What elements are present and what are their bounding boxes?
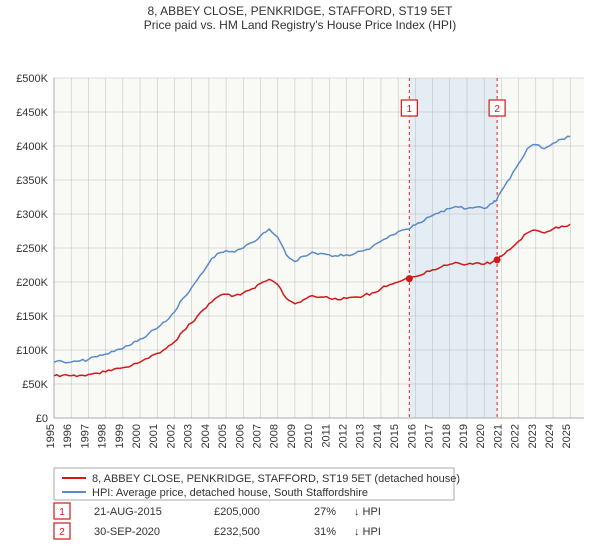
svg-text:£250K: £250K: [16, 243, 48, 255]
svg-text:1999: 1999: [114, 424, 126, 448]
svg-text:2024: 2024: [544, 424, 556, 448]
svg-text:2019: 2019: [458, 424, 470, 448]
svg-text:£200K: £200K: [16, 277, 48, 289]
svg-text:2006: 2006: [234, 424, 246, 448]
svg-text:£50K: £50K: [22, 379, 48, 391]
svg-text:2002: 2002: [165, 424, 177, 448]
svg-text:1997: 1997: [79, 424, 91, 448]
svg-text:£0: £0: [36, 413, 48, 425]
svg-text:2020: 2020: [475, 424, 487, 448]
svg-text:2008: 2008: [269, 424, 281, 448]
annot-pct: 31%: [314, 526, 336, 538]
svg-text:2: 2: [59, 527, 65, 538]
svg-text:2011: 2011: [320, 424, 332, 448]
chart-title-2: Price paid vs. HM Land Registry's House …: [0, 18, 600, 32]
svg-text:£300K: £300K: [16, 209, 48, 221]
chart-title-1: 8, ABBEY CLOSE, PENKRIDGE, STAFFORD, ST1…: [0, 4, 600, 18]
svg-text:1: 1: [407, 104, 413, 115]
svg-text:2013: 2013: [355, 424, 367, 448]
svg-text:1995: 1995: [45, 424, 57, 448]
legend-label: 8, ABBEY CLOSE, PENKRIDGE, STAFFORD, ST1…: [92, 473, 460, 485]
svg-text:2023: 2023: [527, 424, 539, 448]
svg-text:2007: 2007: [251, 424, 263, 448]
svg-text:2005: 2005: [217, 424, 229, 448]
svg-text:£450K: £450K: [16, 107, 48, 119]
svg-text:2025: 2025: [561, 424, 573, 448]
svg-text:2018: 2018: [441, 424, 453, 448]
annot-vs: ↓ HPI: [354, 506, 381, 518]
svg-text:£400K: £400K: [16, 141, 48, 153]
svg-text:2021: 2021: [492, 424, 504, 448]
svg-text:2009: 2009: [286, 424, 298, 448]
svg-text:2004: 2004: [200, 424, 212, 448]
annot-pct: 27%: [314, 506, 336, 518]
svg-text:£150K: £150K: [16, 311, 48, 323]
svg-text:2001: 2001: [148, 424, 160, 448]
svg-text:£500K: £500K: [16, 73, 48, 85]
svg-text:2017: 2017: [424, 424, 436, 448]
annot-price: £205,000: [214, 506, 260, 518]
svg-text:1996: 1996: [62, 424, 74, 448]
svg-text:2014: 2014: [372, 424, 384, 448]
annot-vs: ↓ HPI: [354, 526, 381, 538]
svg-text:2022: 2022: [510, 424, 522, 448]
svg-text:2016: 2016: [406, 424, 418, 448]
svg-text:2003: 2003: [183, 424, 195, 448]
svg-text:£350K: £350K: [16, 175, 48, 187]
chart-svg: £0 £50K £100K £150K £200K £250K £300K £350K £400…: [0, 32, 600, 552]
annot-date: 30-SEP-2020: [94, 526, 160, 538]
annot-price: £232,500: [214, 526, 260, 538]
svg-text:2015: 2015: [389, 424, 401, 448]
annot-date: 21-AUG-2015: [94, 506, 162, 518]
svg-text:2000: 2000: [131, 424, 143, 448]
svg-text:2: 2: [494, 104, 500, 115]
svg-text:2012: 2012: [338, 424, 350, 448]
svg-text:2010: 2010: [303, 424, 315, 448]
svg-text:£100K: £100K: [16, 345, 48, 357]
svg-text:1: 1: [59, 507, 65, 518]
legend-label: HPI: Average price, detached house, Sout…: [92, 487, 368, 499]
svg-text:1998: 1998: [97, 424, 109, 448]
